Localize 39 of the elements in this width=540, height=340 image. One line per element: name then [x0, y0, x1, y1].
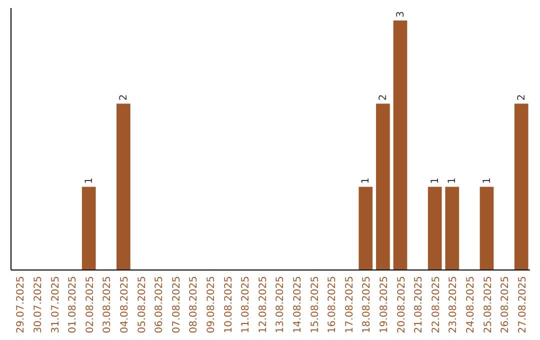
x-tick-label: 15.08.2025 — [310, 276, 321, 334]
x-tick-label: 17.08.2025 — [344, 276, 356, 334]
x-tick-label: 04.08.2025 — [119, 276, 130, 334]
data-label: 1 — [360, 177, 372, 184]
data-label: 1 — [84, 177, 95, 184]
x-tick-label: 24.08.2025 — [465, 276, 476, 334]
x-tick-label: 07.08.2025 — [171, 276, 182, 334]
data-label: 2 — [516, 94, 528, 101]
x-tick-label: 14.08.2025 — [292, 276, 304, 334]
x-tick-label: 27.08.2025 — [517, 276, 528, 334]
data-label: 1 — [482, 177, 493, 184]
x-tick-label: 03.08.2025 — [102, 276, 114, 334]
data-label: 1 — [447, 177, 458, 184]
x-tick-label: 09.08.2025 — [206, 276, 217, 334]
x-tick-label: 25.08.2025 — [482, 276, 494, 334]
x-tick-label: 11.08.2025 — [240, 276, 252, 334]
x-tick-label: 05.08.2025 — [136, 276, 148, 334]
x-tick-label: 19.08.2025 — [378, 276, 390, 334]
x-tick-label: 12.08.2025 — [258, 276, 269, 334]
x-tick-label: 20.08.2025 — [396, 276, 408, 334]
x-tick-label: 08.08.2025 — [188, 276, 200, 334]
data-label: 1 — [430, 177, 441, 184]
data-label: 2 — [118, 94, 130, 101]
x-tick-label: 29.07.2025 — [16, 276, 27, 334]
x-tick-label: 23.08.2025 — [448, 276, 460, 334]
x-tick-label: 18.08.2025 — [362, 276, 373, 334]
x-tick-label: 21.08.2025 — [414, 276, 425, 334]
x-tick-label: 13.08.2025 — [275, 276, 286, 334]
x-tick-label: 26.08.2025 — [500, 276, 512, 334]
data-label: 2 — [378, 94, 389, 101]
x-tick-label: 01.08.2025 — [68, 276, 79, 334]
x-tick-label: 22.08.2025 — [430, 276, 442, 334]
data-label: 3 — [395, 11, 406, 18]
x-tick-label: 30.07.2025 — [32, 276, 44, 334]
x-tick-label: 31.07.2025 — [50, 276, 62, 334]
x-tick-label: 06.08.2025 — [154, 276, 166, 334]
x-tick-label: 16.08.2025 — [327, 276, 338, 334]
x-tick-label: 02.08.2025 — [84, 276, 96, 334]
x-tick-label: 10.08.2025 — [223, 276, 234, 334]
